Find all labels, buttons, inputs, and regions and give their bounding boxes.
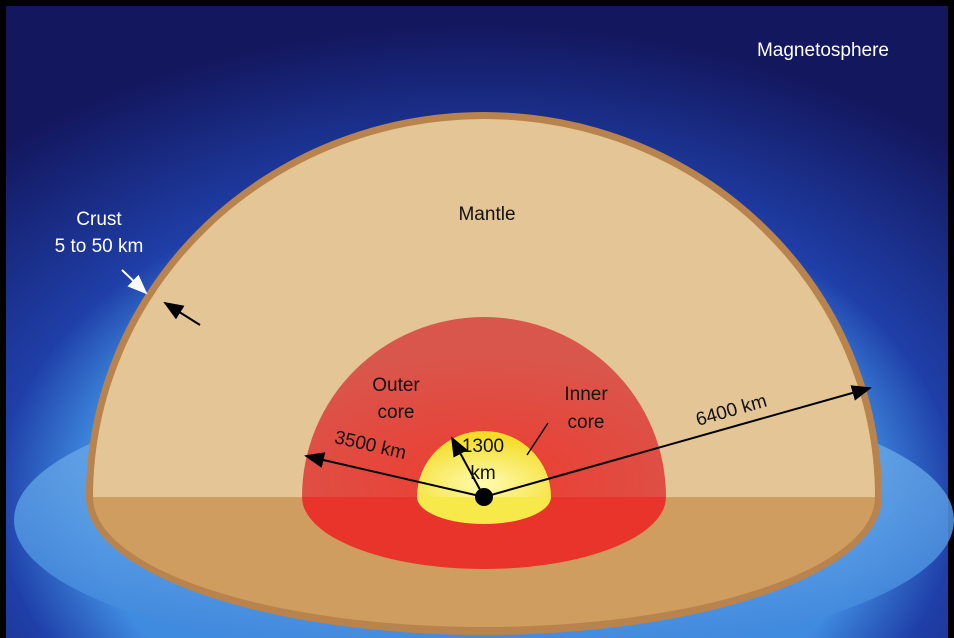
inner-core-radius-label: km: [470, 463, 495, 484]
outer-core-label: core: [378, 402, 415, 423]
crust-thickness-label: 5 to 50 km: [55, 236, 144, 257]
inner-core-label: Inner: [564, 384, 608, 405]
earth-diagram: Magnetosphere Mantle Crust 5 to 50 km Ou…: [0, 0, 954, 638]
crust-label: Crust: [76, 209, 122, 230]
outer-core-label: Outer: [372, 375, 420, 396]
inner-core-radius-label: 1300: [462, 436, 504, 457]
inner-core-label: core: [568, 412, 605, 433]
mantle-label: Mantle: [458, 204, 515, 225]
magnetosphere-label: Magnetosphere: [757, 40, 889, 61]
